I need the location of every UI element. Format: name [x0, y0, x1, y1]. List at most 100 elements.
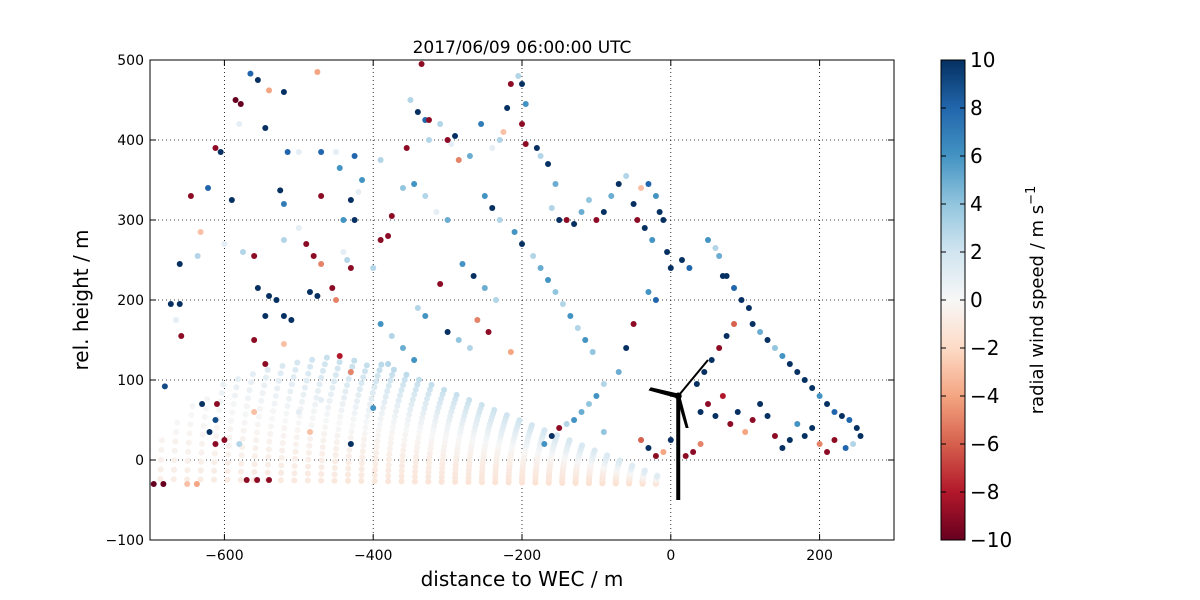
scatter-point — [349, 363, 356, 370]
scatter-point — [563, 421, 570, 427]
scatter-point — [368, 395, 375, 402]
scatter-point — [303, 377, 310, 384]
scatter-point — [371, 472, 378, 479]
scatter-point — [428, 441, 435, 448]
scatter-point — [384, 388, 391, 395]
x-tick-label: −200 — [503, 548, 541, 564]
scatter-point — [211, 459, 218, 466]
scatter-point — [377, 415, 384, 422]
scatter-point — [809, 385, 816, 391]
scatter-point — [660, 449, 667, 455]
scatter-point — [399, 457, 406, 464]
scatter-point — [414, 439, 421, 446]
scatter-point — [305, 463, 312, 470]
scatter-point — [377, 157, 384, 163]
scatter-point — [571, 221, 578, 227]
scatter-point — [393, 408, 400, 415]
scatter-point — [708, 357, 715, 363]
scatter-point — [738, 297, 745, 303]
scatter-point — [545, 277, 552, 283]
scatter-point — [316, 381, 323, 388]
scatter-point — [850, 441, 857, 447]
scatter-point — [370, 405, 377, 411]
scatter-point — [389, 429, 396, 436]
scatter-point — [266, 293, 273, 299]
scatter-point — [361, 368, 368, 375]
scatter-point — [319, 444, 326, 451]
scatter-point — [277, 477, 284, 484]
scatter-point — [507, 81, 514, 87]
scatter-point — [386, 445, 393, 452]
turbine-blade — [648, 387, 681, 398]
scatter-point — [360, 374, 367, 381]
x-axis-label: distance to WEC / m — [421, 567, 624, 591]
scatter-point — [645, 445, 652, 451]
scatter-point — [332, 371, 339, 378]
scatter-point — [306, 442, 313, 449]
scatter-point — [358, 478, 365, 485]
scatter-point — [305, 456, 312, 463]
scatter-point — [416, 429, 423, 436]
scatter-point — [323, 417, 330, 424]
scatter-point — [318, 397, 325, 403]
scatter-point — [412, 463, 419, 470]
scatter-point — [268, 423, 275, 430]
scatter-point — [585, 401, 592, 407]
scatter-point — [309, 356, 316, 363]
scatter-point — [171, 457, 178, 464]
scatter-point — [440, 447, 447, 454]
scatter-point — [304, 470, 311, 477]
scatter-point — [522, 141, 529, 147]
scatter-point — [236, 441, 243, 447]
scatter-point — [318, 470, 325, 477]
scatter-point — [426, 450, 433, 457]
scatter-point — [212, 441, 219, 447]
scatter-point — [239, 435, 246, 442]
scatter-point — [293, 434, 300, 441]
scatter-point — [578, 209, 585, 215]
scatter-point — [616, 457, 623, 464]
scatter-point — [380, 404, 387, 411]
turbine-blade — [677, 359, 709, 397]
colorbar-tick-label: −8 — [970, 480, 999, 504]
y-tick-label: −100 — [106, 533, 144, 549]
scatter-point — [295, 149, 302, 155]
scatter-point — [400, 447, 407, 454]
scatter-point — [428, 381, 435, 388]
scatter-point — [170, 466, 177, 473]
scatter-point — [305, 449, 312, 456]
scatter-point — [314, 69, 321, 75]
scatter-point — [336, 359, 343, 366]
scatter-point — [678, 257, 685, 263]
scatter-point — [372, 461, 379, 468]
scatter-point — [394, 402, 401, 409]
scatter-point — [409, 396, 416, 403]
scatter-point — [455, 337, 462, 343]
scatter-point — [585, 197, 592, 203]
scatter-point — [267, 431, 274, 438]
scatter-point — [318, 374, 325, 381]
scatter-point — [292, 366, 299, 373]
scatter-point — [238, 452, 245, 459]
scatter-point — [386, 451, 393, 458]
scatter-point — [314, 387, 321, 394]
scatter-point — [771, 433, 778, 439]
scatter-point — [548, 205, 555, 211]
scatter-point — [406, 411, 413, 418]
scatter-point — [347, 197, 354, 203]
scatter-point — [288, 317, 295, 323]
scatter-point — [407, 97, 414, 103]
scatter-point — [309, 415, 316, 422]
scatter-point — [387, 440, 394, 447]
scatter-point — [429, 432, 436, 439]
scatter-point — [291, 462, 298, 469]
scatter-point — [391, 413, 398, 420]
scatter-point — [701, 369, 708, 375]
scatter-point — [507, 349, 514, 355]
scatter-point — [552, 181, 559, 187]
scatter-point — [278, 469, 285, 476]
scatter-point — [398, 387, 405, 394]
scatter-point — [198, 449, 205, 456]
scatter-point — [293, 441, 300, 448]
scatter-point — [318, 464, 325, 471]
